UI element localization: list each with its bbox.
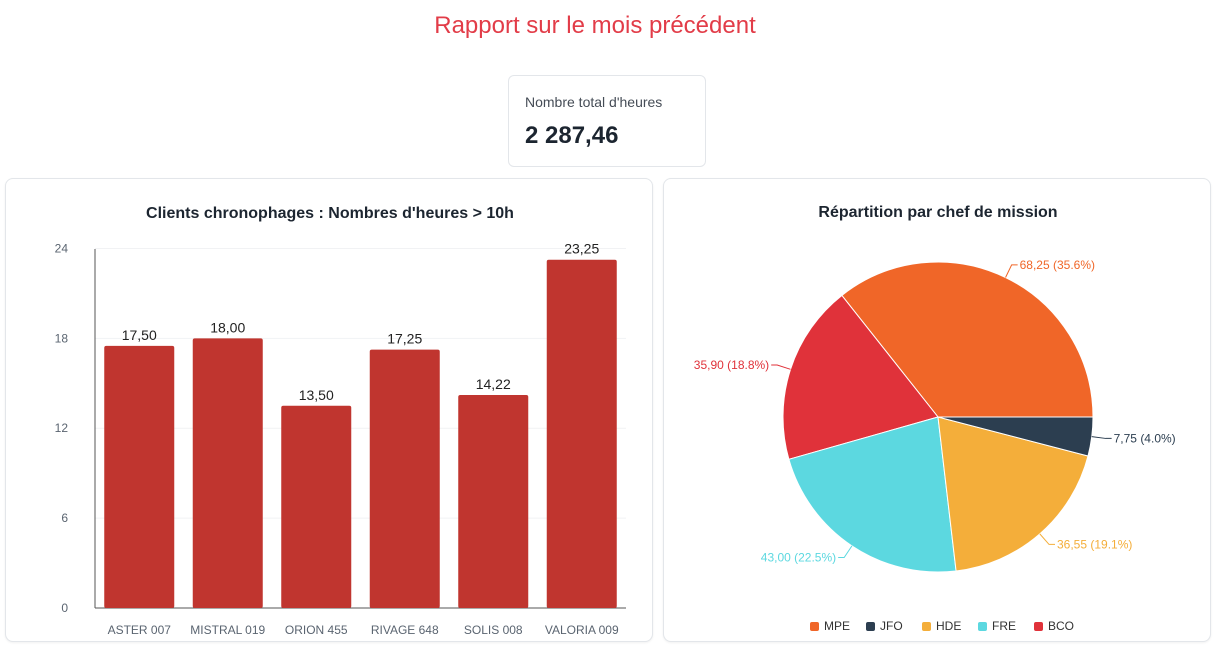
pie-slice-bco — [782, 294, 939, 460]
bar — [458, 394, 529, 608]
y-tick-label: 24 — [55, 241, 69, 255]
pie-data-label: 35,90 (18.8%) — [694, 358, 769, 372]
legend-label-bco: BCO — [1048, 619, 1074, 633]
x-tick-label: VALORIA 009 — [545, 623, 619, 637]
legend-label-hde: HDE — [936, 619, 961, 633]
total-hours-value: 2 287,46 — [525, 122, 619, 149]
legend-swatch-fre — [978, 622, 987, 631]
bar-chart-title: Clients chronophages : Nombres d'heures … — [146, 205, 514, 222]
pie-chart-title: Répartition par chef de mission — [818, 204, 1057, 221]
bar — [104, 345, 175, 608]
pie-chart: Répartition par chef de mission 68,25 (35… — [694, 204, 1176, 633]
y-tick-label: 18 — [55, 331, 69, 345]
total-hours-label: Nombre total d'heures — [525, 94, 663, 110]
pie-leader-line — [771, 364, 791, 370]
bar — [192, 338, 263, 608]
y-tick-label: 6 — [61, 511, 68, 525]
y-tick-label: 12 — [55, 421, 69, 435]
legend-label-jfo: JFO — [880, 619, 903, 633]
pie-leader-line — [838, 545, 853, 559]
x-tick-label: SOLIS 008 — [464, 623, 523, 637]
bar-value-label: 14,22 — [476, 376, 511, 392]
total-hours-card: Nombre total d'heures 2 287,46 — [508, 75, 706, 167]
bar-chart-panel: Clients chronophages : Nombres d'heures … — [5, 178, 653, 642]
legend-label-fre: FRE — [992, 619, 1016, 633]
pie-slice-jfo — [937, 416, 1094, 457]
pie-data-label: 68,25 (35.6%) — [1020, 258, 1095, 272]
bar-value-label: 17,25 — [387, 331, 422, 347]
pie-leader-line — [1091, 436, 1112, 439]
pie-chart-panel: Répartition par chef de mission 68,25 (35… — [663, 178, 1211, 642]
bar-value-label: 18,00 — [210, 319, 245, 335]
bar — [369, 349, 440, 608]
x-tick-label: RIVAGE 648 — [371, 623, 439, 637]
bar-chart: Clients chronophages : Nombres d'heures … — [55, 205, 626, 637]
legend-swatch-jfo — [866, 622, 875, 631]
pie-data-label: 43,00 (22.5%) — [761, 551, 836, 565]
bar-value-label: 13,50 — [299, 387, 334, 403]
pie-slice-hde — [937, 416, 1089, 572]
x-tick-label: ORION 455 — [285, 623, 348, 637]
bar-value-label: 17,50 — [122, 327, 157, 343]
bar — [281, 405, 352, 608]
pie-slice-mpe — [841, 261, 1094, 418]
x-tick-label: ASTER 007 — [108, 623, 172, 637]
legend-swatch-mpe — [810, 622, 819, 631]
pie-data-label: 7,75 (4.0%) — [1114, 431, 1176, 445]
legend-label-mpe: MPE — [824, 619, 850, 633]
y-tick-label: 0 — [61, 601, 68, 615]
pie-leader-line — [1039, 533, 1056, 545]
pie-data-label: 36,55 (19.1%) — [1057, 537, 1132, 551]
x-tick-label: MISTRAL 019 — [190, 623, 265, 637]
pie-leader-line — [1005, 264, 1018, 278]
legend-swatch-hde — [922, 622, 931, 631]
bar-value-label: 23,25 — [564, 241, 599, 257]
legend-swatch-bco — [1034, 622, 1043, 631]
bar — [546, 259, 617, 608]
page-title: Rapport sur le mois précédent — [434, 12, 756, 39]
